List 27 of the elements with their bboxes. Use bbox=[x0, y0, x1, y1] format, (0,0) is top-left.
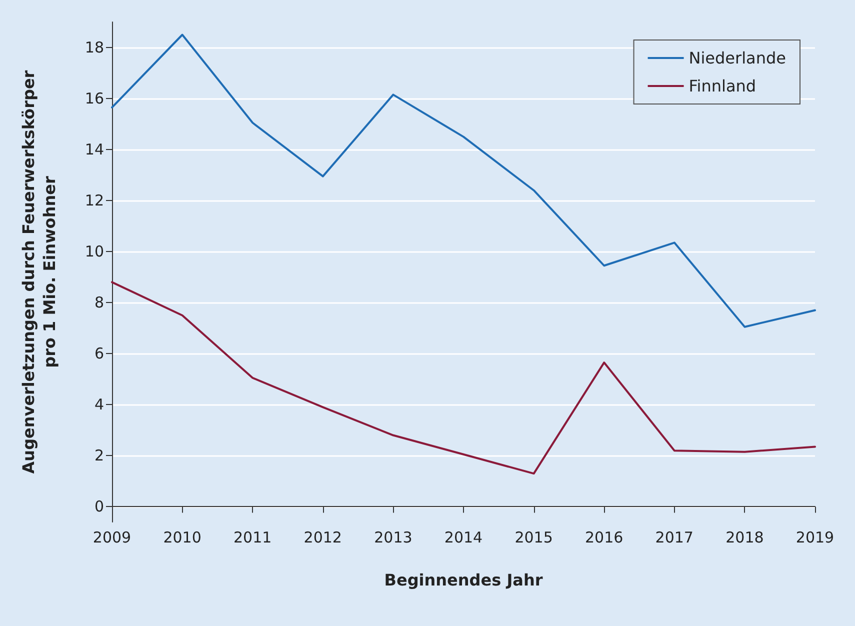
x-tick-label: 2009 bbox=[92, 528, 132, 546]
x-tick-label: 2019 bbox=[796, 528, 834, 546]
x-tick-label: 2016 bbox=[585, 528, 624, 546]
y-tick-label: 18 bbox=[84, 38, 104, 57]
legend-label: Finnland bbox=[688, 76, 756, 96]
line-series bbox=[111, 281, 816, 475]
y-tick-label: 0 bbox=[94, 498, 104, 516]
legend-label: Niederlande bbox=[688, 48, 786, 68]
y-tick-label: 2 bbox=[94, 446, 104, 465]
y-tick-label: 4 bbox=[94, 396, 104, 414]
y-tick-label: 16 bbox=[84, 90, 104, 108]
x-tick-label: 2018 bbox=[726, 528, 764, 546]
line-series bbox=[111, 34, 816, 328]
x-tick-label: 2017 bbox=[655, 528, 694, 546]
x-axis-title: Beginnendes Jahr bbox=[384, 570, 543, 590]
y-tick-label: 6 bbox=[94, 344, 104, 363]
x-tick-label: 2010 bbox=[163, 528, 202, 546]
y-tick-label: 14 bbox=[84, 140, 104, 159]
y-tick-label: 8 bbox=[94, 294, 104, 312]
x-tick-label: 2014 bbox=[444, 528, 483, 546]
x-tick-label: 2012 bbox=[304, 528, 342, 546]
y-tick-label: 12 bbox=[84, 192, 104, 210]
x-tick-label: 2011 bbox=[234, 528, 272, 546]
x-tick-label: 2013 bbox=[374, 528, 412, 546]
x-tick-label: 2015 bbox=[514, 528, 553, 546]
y-axis-title: Augenverletzungen durch Feuerwerkskörper pro 1 Mio. Einwohner bbox=[19, 70, 59, 474]
y-tick-label: 10 bbox=[84, 242, 104, 261]
